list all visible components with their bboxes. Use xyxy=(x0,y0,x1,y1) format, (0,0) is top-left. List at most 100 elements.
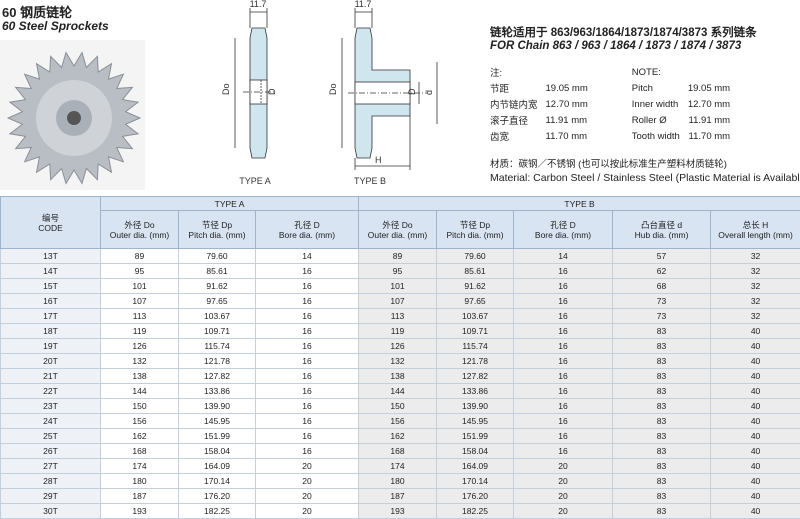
table-cell: 91.62 xyxy=(179,279,256,294)
table-cell: 32 xyxy=(711,264,800,279)
table-cell: 20 xyxy=(256,474,359,489)
dim-width-a: 11.7 xyxy=(250,0,267,9)
table-cell: 19T xyxy=(1,339,101,354)
table-cell: 17T xyxy=(1,309,101,324)
table-cell: 16 xyxy=(514,264,613,279)
table-cell: 83 xyxy=(613,474,711,489)
table-cell: 168 xyxy=(359,444,437,459)
table-cell: 16 xyxy=(514,429,613,444)
table-cell: 162 xyxy=(359,429,437,444)
column-cn: 外径 Do xyxy=(382,220,412,230)
table-cell: 168 xyxy=(101,444,179,459)
table-cell: 16 xyxy=(256,429,359,444)
table-cell: 16 xyxy=(256,444,359,459)
table-cell: 16 xyxy=(514,399,613,414)
table-cell: 85.61 xyxy=(437,264,514,279)
table-cell: 14 xyxy=(256,249,359,264)
table-cell: 16 xyxy=(514,414,613,429)
table-cell: 20T xyxy=(1,354,101,369)
table-cell: 176.20 xyxy=(437,489,514,504)
table-cell: 16 xyxy=(256,399,359,414)
table-cell: 14T xyxy=(1,264,101,279)
table-cell: 193 xyxy=(101,504,179,519)
code-cn: 编号 xyxy=(42,213,59,223)
table-cell: 151.99 xyxy=(437,429,514,444)
table-cell: 144 xyxy=(359,384,437,399)
table-cell: 85.61 xyxy=(179,264,256,279)
table-cell: 16 xyxy=(256,354,359,369)
table-cell: 83 xyxy=(613,384,711,399)
dim-length-b: H xyxy=(375,155,382,165)
table-cell: 15T xyxy=(1,279,101,294)
group-a: TYPE A xyxy=(101,197,359,211)
note-cell: 11.91 mm xyxy=(542,112,628,128)
table-cell: 20 xyxy=(514,459,613,474)
table-cell: 145.95 xyxy=(437,414,514,429)
table-cell: 79.60 xyxy=(179,249,256,264)
table-cell: 156 xyxy=(101,414,179,429)
drawings: 11.7 Do D TYPE A 11.7 Do D d H TYPE B xyxy=(215,0,455,192)
table-cell: 16 xyxy=(514,384,613,399)
table-cell: 97.65 xyxy=(437,294,514,309)
table-cell: 13T xyxy=(1,249,101,264)
table-cell: 30T xyxy=(1,504,101,519)
table-cell: 16 xyxy=(514,369,613,384)
table-cell: 16 xyxy=(514,339,613,354)
table-cell: 16T xyxy=(1,294,101,309)
table-cell: 40 xyxy=(711,459,800,474)
table-cell: 16 xyxy=(256,369,359,384)
table-cell: 32 xyxy=(711,249,800,264)
table-cell: 180 xyxy=(359,474,437,489)
table-cell: 21T xyxy=(1,369,101,384)
column-cn: 节径 Dp xyxy=(202,220,232,230)
table-cell: 182.25 xyxy=(437,504,514,519)
column-cn: 节径 Dp xyxy=(460,220,490,230)
column-cn: 总长 H xyxy=(743,220,769,230)
table-cell: 83 xyxy=(613,489,711,504)
table-cell: 150 xyxy=(101,399,179,414)
table-cell: 83 xyxy=(613,444,711,459)
table-cell: 40 xyxy=(711,339,800,354)
table-cell: 144 xyxy=(101,384,179,399)
caption-a: TYPE A xyxy=(239,176,271,186)
note-cell: Roller Ø xyxy=(628,112,684,128)
table-cell: 115.74 xyxy=(179,339,256,354)
table-cell: 91.62 xyxy=(437,279,514,294)
group-b: TYPE B xyxy=(359,197,800,211)
table-cell: 40 xyxy=(711,414,800,429)
dim-width-b: 11.7 xyxy=(355,0,372,9)
table-cell: 62 xyxy=(613,264,711,279)
table-cell: 40 xyxy=(711,429,800,444)
table-cell: 73 xyxy=(613,294,711,309)
table-cell: 16 xyxy=(256,294,359,309)
table-cell: 83 xyxy=(613,399,711,414)
table-cell: 107 xyxy=(359,294,437,309)
table-cell: 20 xyxy=(514,504,613,519)
table-cell: 97.65 xyxy=(179,294,256,309)
table-cell: 57 xyxy=(613,249,711,264)
table-cell: 16 xyxy=(256,324,359,339)
table-cell: 139.90 xyxy=(179,399,256,414)
table-cell: 170.14 xyxy=(179,474,256,489)
column-en: Overall length (mm) xyxy=(718,230,793,240)
table-cell: 40 xyxy=(711,474,800,489)
table-cell: 138 xyxy=(359,369,437,384)
column-en: Bore dia. (mm) xyxy=(279,230,335,240)
table-cell: 24T xyxy=(1,414,101,429)
table-cell: 20 xyxy=(256,459,359,474)
table-cell: 187 xyxy=(359,489,437,504)
table-cell: 83 xyxy=(613,504,711,519)
table-cell: 150 xyxy=(359,399,437,414)
table-cell: 101 xyxy=(359,279,437,294)
table-cell: 16 xyxy=(256,309,359,324)
table-cell: 158.04 xyxy=(437,444,514,459)
note-cell: 11.70 mm xyxy=(684,128,734,144)
